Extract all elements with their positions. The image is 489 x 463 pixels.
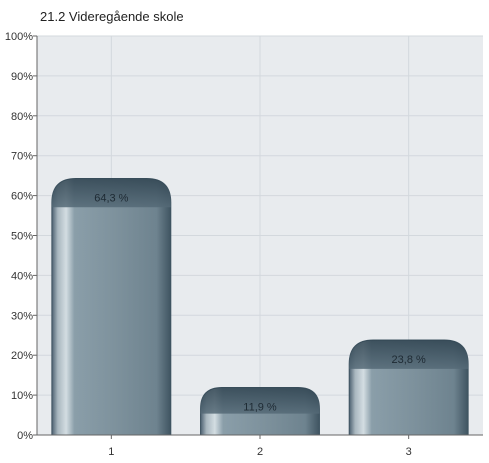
x-tick-label: 3 (406, 446, 412, 458)
bar-cap (51, 178, 171, 208)
bar-cap (349, 340, 469, 369)
x-tick-label: 1 (108, 446, 114, 458)
y-tick-label: 70% (11, 151, 33, 163)
axes (33, 35, 483, 439)
y-tick-label: 80% (11, 111, 33, 123)
bar-body (51, 177, 172, 436)
bar-cap (200, 387, 320, 414)
y-tick-label: 90% (11, 71, 33, 83)
y-tick-label: 0% (17, 430, 33, 442)
labels: 0% 10% 20% 30% 40% 50% 60% 70% 80% 90% 100% 64,3 % 1… (5, 31, 426, 458)
bars (51, 177, 469, 436)
chart-title: 21.2 Videregående skole (40, 9, 184, 24)
bar (51, 177, 172, 436)
y-tick-label: 100% (5, 31, 33, 43)
y-tick-label: 20% (11, 350, 33, 362)
y-tick-label: 60% (11, 191, 33, 203)
data-label: 11,9 % (243, 402, 277, 414)
data-label: 23,8 % (392, 354, 426, 366)
y-tick-label: 30% (11, 310, 33, 322)
y-tick-label: 50% (11, 231, 33, 243)
x-tick-label: 2 (257, 446, 263, 458)
bar (348, 339, 469, 436)
y-tick-label: 10% (11, 390, 33, 402)
bar (200, 387, 320, 436)
y-tick-label: 40% (11, 270, 33, 282)
data-label: 64,3 % (94, 192, 128, 204)
